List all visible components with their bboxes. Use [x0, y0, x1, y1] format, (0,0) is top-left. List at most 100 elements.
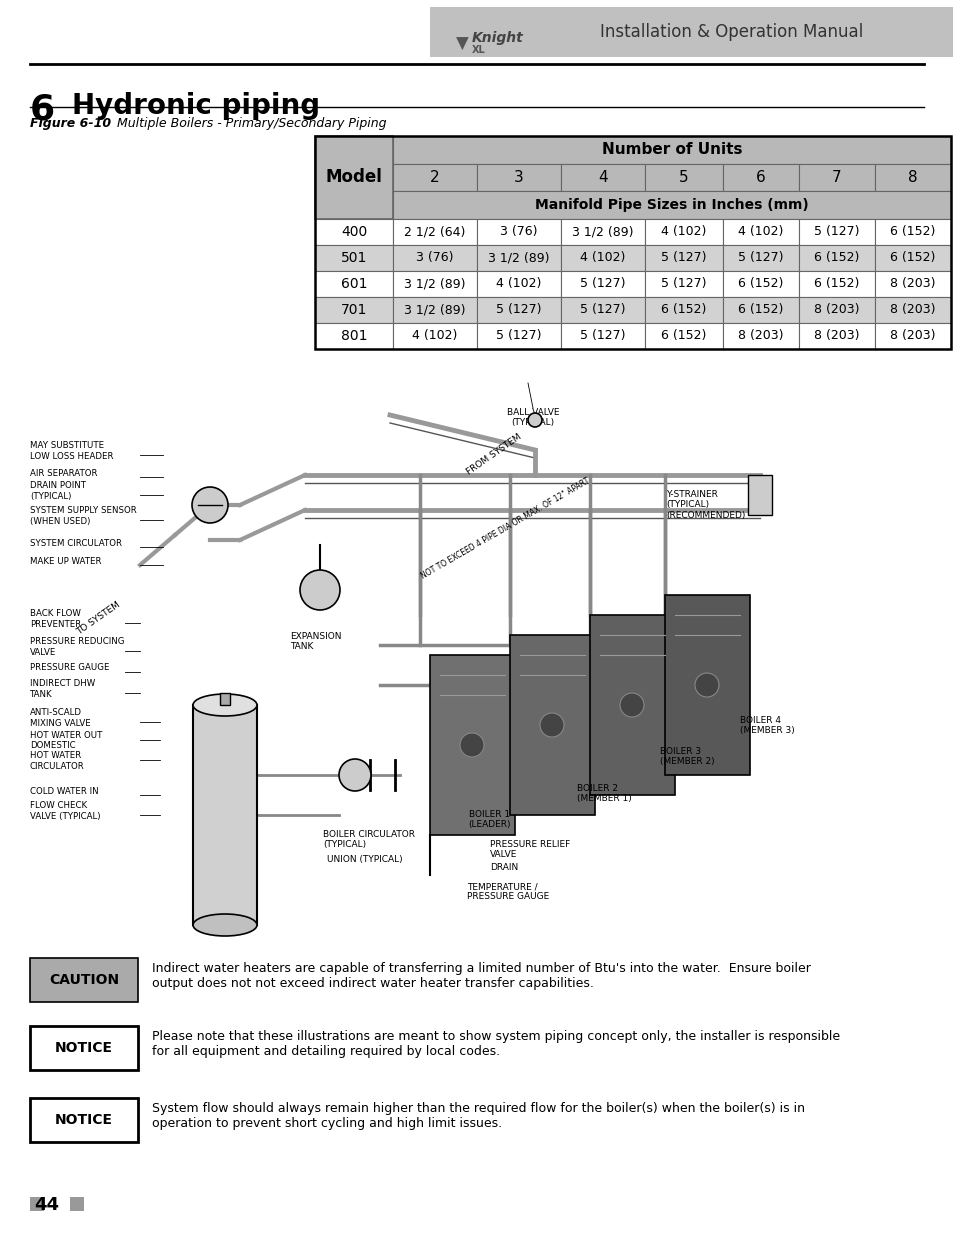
Text: SYSTEM SUPPLY SENSOR
(WHEN USED): SYSTEM SUPPLY SENSOR (WHEN USED)	[30, 506, 136, 526]
Text: 8 (203): 8 (203)	[889, 304, 935, 316]
Text: 601: 601	[340, 277, 367, 291]
Bar	[799, 324, 874, 350]
Bar	[560, 296, 644, 324]
Circle shape	[338, 760, 371, 790]
Text: AIR SEPARATOR: AIR SEPARATOR	[30, 468, 97, 478]
Bar	[393, 136, 950, 164]
Text: 501: 501	[340, 251, 367, 266]
Text: BACK FLOW
PREVENTER: BACK FLOW PREVENTER	[30, 609, 81, 629]
Bar	[314, 245, 393, 270]
Text: XL: XL	[472, 44, 485, 56]
Bar	[476, 219, 560, 245]
Text: Number of Units: Number of Units	[601, 142, 741, 158]
Text: 8 (203): 8 (203)	[889, 278, 935, 290]
Bar	[874, 296, 950, 324]
Text: BOILER 4
(MEMBER 3): BOILER 4 (MEMBER 3)	[740, 716, 794, 735]
Text: TEMPERATURE /
PRESSURE GAUGE: TEMPERATURE / PRESSURE GAUGE	[467, 882, 549, 902]
Text: 6: 6	[756, 170, 765, 185]
Bar	[644, 164, 722, 191]
Bar	[30, 1098, 138, 1142]
Bar	[722, 219, 799, 245]
Text: 4 (102): 4 (102)	[496, 278, 541, 290]
Text: 6 (152): 6 (152)	[660, 330, 706, 342]
Bar	[560, 324, 644, 350]
Bar	[476, 245, 560, 270]
Bar	[393, 270, 476, 296]
Bar	[314, 136, 393, 219]
Text: 5 (127): 5 (127)	[579, 304, 625, 316]
Bar	[560, 164, 644, 191]
Text: NOTICE: NOTICE	[55, 1113, 112, 1128]
Bar	[476, 324, 560, 350]
Text: 5 (127): 5 (127)	[738, 252, 783, 264]
Bar	[30, 958, 138, 1002]
Bar	[393, 324, 476, 350]
Text: TO SYSTEM: TO SYSTEM	[75, 600, 122, 636]
Circle shape	[695, 673, 719, 697]
Bar	[393, 191, 950, 219]
Text: Indirect water heaters are capable of transferring a limited number of Btu's int: Indirect water heaters are capable of tr…	[152, 962, 810, 990]
Text: Model: Model	[325, 168, 382, 186]
Text: 2 1/2 (64): 2 1/2 (64)	[404, 226, 465, 238]
Text: 8: 8	[907, 170, 917, 185]
Bar	[220, 693, 230, 705]
Text: 8 (203): 8 (203)	[814, 304, 859, 316]
Bar	[476, 164, 560, 191]
Bar	[193, 705, 256, 925]
Text: 4: 4	[598, 170, 607, 185]
Bar	[560, 270, 644, 296]
Text: 6 (152): 6 (152)	[889, 226, 935, 238]
Text: 3 (76): 3 (76)	[499, 226, 537, 238]
Text: Figure 6-10: Figure 6-10	[30, 117, 111, 130]
Bar	[644, 296, 722, 324]
Text: Please note that these illustrations are meant to show system piping concept onl: Please note that these illustrations are…	[152, 1030, 840, 1058]
Bar	[799, 296, 874, 324]
Text: EXPANSION
TANK: EXPANSION TANK	[290, 632, 341, 651]
Text: 3 1/2 (89): 3 1/2 (89)	[488, 252, 549, 264]
Bar	[799, 270, 874, 296]
Text: PRESSURE RELIEF
VALVE: PRESSURE RELIEF VALVE	[490, 840, 570, 860]
Text: PRESSURE GAUGE: PRESSURE GAUGE	[30, 663, 110, 673]
Text: 5 (127): 5 (127)	[579, 278, 625, 290]
Bar	[510, 635, 595, 815]
Ellipse shape	[193, 914, 256, 936]
Text: CAUTION: CAUTION	[49, 973, 119, 987]
Text: FLOW CHECK
VALVE (TYPICAL): FLOW CHECK VALVE (TYPICAL)	[30, 802, 100, 821]
Text: 6: 6	[30, 91, 55, 126]
Text: ▼: ▼	[456, 35, 468, 53]
Text: SYSTEM CIRCULATOR: SYSTEM CIRCULATOR	[30, 538, 122, 547]
Bar	[799, 219, 874, 245]
Text: 4 (102): 4 (102)	[660, 226, 706, 238]
Text: NOT TO EXCEED 4 PIPE DIA OR MAX. OF 12" APART: NOT TO EXCEED 4 PIPE DIA OR MAX. OF 12" …	[419, 475, 591, 580]
Bar	[393, 219, 476, 245]
Text: 3 1/2 (89): 3 1/2 (89)	[404, 278, 465, 290]
Circle shape	[539, 713, 563, 737]
Circle shape	[527, 412, 541, 427]
Text: Hydronic piping: Hydronic piping	[71, 91, 320, 120]
Bar	[874, 245, 950, 270]
Circle shape	[459, 734, 483, 757]
Bar	[644, 324, 722, 350]
Text: Installation & Operation Manual: Installation & Operation Manual	[599, 23, 862, 41]
Text: BOILER 2
(MEMBER 1): BOILER 2 (MEMBER 1)	[577, 784, 631, 804]
Text: FROM SYSTEM: FROM SYSTEM	[464, 432, 522, 477]
Text: 701: 701	[340, 303, 367, 317]
Bar	[644, 270, 722, 296]
Circle shape	[299, 571, 339, 610]
Text: 7: 7	[831, 170, 841, 185]
Bar	[644, 245, 722, 270]
Text: 5 (127): 5 (127)	[496, 330, 541, 342]
Text: 44: 44	[34, 1195, 59, 1214]
Bar	[664, 595, 749, 776]
Text: DRAIN POINT
(TYPICAL): DRAIN POINT (TYPICAL)	[30, 482, 86, 500]
Text: Y-STRAINER
(TYPICAL)
(RECOMMENDED): Y-STRAINER (TYPICAL) (RECOMMENDED)	[665, 490, 744, 520]
Text: BALL VALVE
(TYPICAL): BALL VALVE (TYPICAL)	[506, 408, 558, 427]
Bar	[393, 296, 476, 324]
Text: 6 (152): 6 (152)	[889, 252, 935, 264]
Text: COLD WATER IN: COLD WATER IN	[30, 787, 98, 795]
Ellipse shape	[193, 694, 256, 716]
Text: BOILER 3
(MEMBER 2): BOILER 3 (MEMBER 2)	[659, 747, 714, 767]
Bar	[314, 296, 393, 324]
Bar	[30, 1026, 138, 1070]
Text: 5 (127): 5 (127)	[579, 330, 625, 342]
